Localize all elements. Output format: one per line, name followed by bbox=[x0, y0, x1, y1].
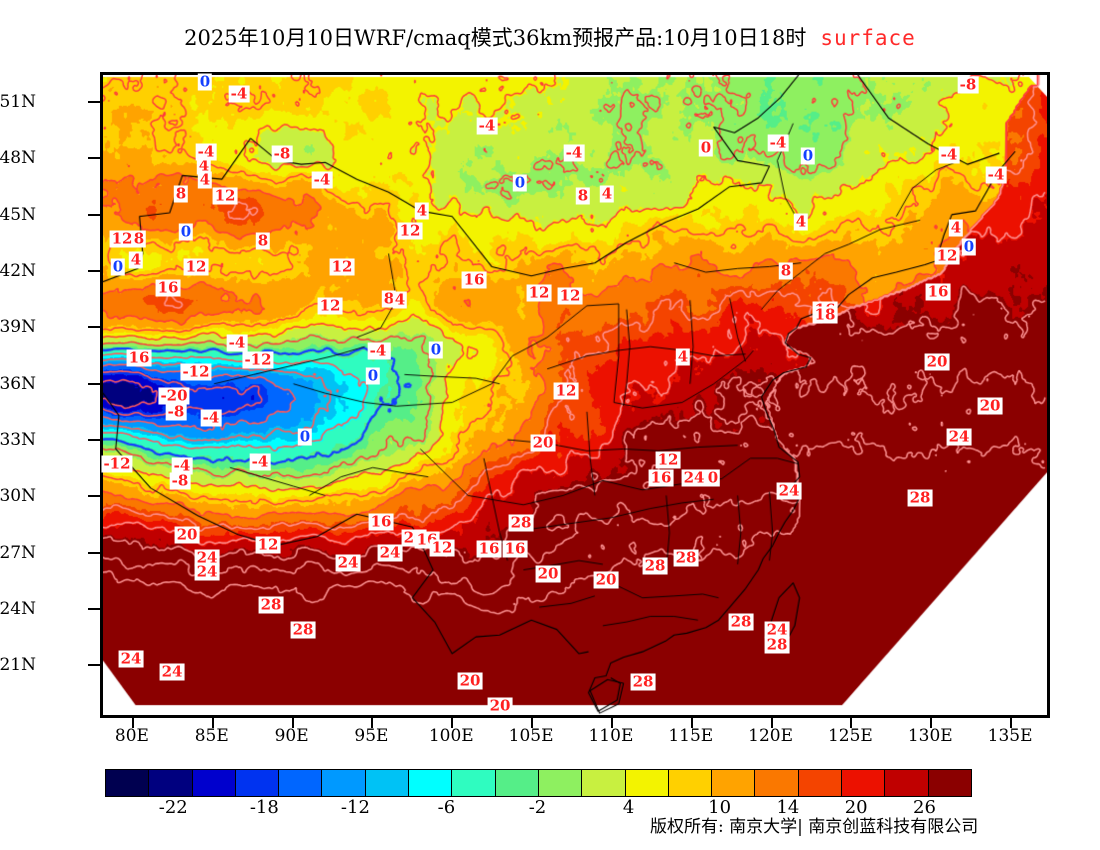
y-axis-tick-label: 45N bbox=[0, 204, 36, 225]
y-axis-tick-mark bbox=[88, 270, 100, 273]
colorbar-swatch bbox=[842, 770, 886, 796]
colorbar-swatch bbox=[365, 770, 410, 796]
colorbar-swatch bbox=[755, 770, 799, 796]
y-axis-tick-label: 48N bbox=[0, 148, 36, 169]
x-axis-tick-label: 95E bbox=[354, 726, 389, 746]
y-axis-tick-label: 51N bbox=[0, 92, 36, 113]
colorbar-swatch bbox=[106, 770, 150, 796]
x-axis-tick-mark bbox=[211, 718, 214, 728]
title-main-text: 2025年10月10日WRF/cmaq模式36km预报产品:10月10日18时 bbox=[184, 26, 807, 50]
x-axis-tick-label: 85E bbox=[194, 726, 229, 746]
y-axis-tick-mark bbox=[88, 213, 100, 216]
y-axis-tick-mark bbox=[88, 101, 100, 104]
colorbar-tick-label: 10 bbox=[708, 797, 732, 818]
y-axis-tick-mark bbox=[88, 551, 100, 554]
x-axis-tick-mark bbox=[451, 718, 454, 728]
x-axis-tick-label: 130E bbox=[907, 726, 953, 746]
colorbar-swatch bbox=[235, 770, 280, 796]
colorbar-tick-label: 4 bbox=[622, 797, 635, 818]
y-axis-tick-mark bbox=[88, 664, 100, 667]
map-plot-area bbox=[100, 72, 1050, 718]
y-axis-tick-label: 39N bbox=[0, 317, 36, 338]
y-axis-tick-mark bbox=[88, 382, 100, 385]
colorbar-tick-label: -6 bbox=[437, 797, 456, 818]
colorbar-tick-label: -12 bbox=[340, 797, 370, 818]
y-axis-tick-mark bbox=[88, 439, 100, 442]
colorbar-swatch bbox=[495, 770, 539, 796]
colorbar-tick-label: -22 bbox=[158, 797, 188, 818]
x-axis-tick-mark bbox=[770, 718, 773, 728]
colorbar-tick-label: 14 bbox=[776, 797, 800, 818]
x-axis-tick-mark bbox=[1010, 718, 1013, 728]
x-axis-tick-label: 105E bbox=[508, 726, 554, 746]
title-level-text: surface bbox=[820, 26, 916, 50]
x-axis-tick-mark bbox=[291, 718, 294, 728]
y-axis-tick-label: 27N bbox=[0, 542, 36, 563]
x-axis-tick-mark bbox=[690, 718, 693, 728]
colorbar-swatch bbox=[192, 770, 236, 796]
colorbar-tick-label: -2 bbox=[528, 797, 547, 818]
colorbar-swatch bbox=[322, 770, 366, 796]
y-axis-tick-mark bbox=[88, 495, 100, 498]
x-axis-tick-label: 125E bbox=[827, 726, 873, 746]
y-axis-tick-mark bbox=[88, 157, 100, 160]
colorbar-swatch bbox=[928, 770, 971, 796]
x-axis-tick-label: 135E bbox=[987, 726, 1033, 746]
x-axis-tick-label: 90E bbox=[274, 726, 309, 746]
temperature-colorbar bbox=[105, 769, 972, 797]
colorbar-swatch bbox=[409, 770, 453, 796]
copyright-notice: 版权所有: 南京大学| 南京创蓝科技有限公司 bbox=[650, 817, 979, 837]
colorbar-swatch bbox=[712, 770, 756, 796]
x-axis-tick-mark bbox=[610, 718, 613, 728]
x-axis-tick-mark bbox=[930, 718, 933, 728]
colorbar-swatch bbox=[538, 770, 583, 796]
colorbar-tick-label: 26 bbox=[913, 797, 936, 818]
y-axis-tick-label: 42N bbox=[0, 261, 36, 282]
colorbar-swatch bbox=[668, 770, 713, 796]
x-axis-tick-mark bbox=[131, 718, 134, 728]
colorbar-tick-label: 20 bbox=[844, 797, 868, 818]
colorbar-swatch bbox=[885, 770, 929, 796]
y-axis-tick-mark bbox=[88, 326, 100, 329]
x-axis-tick-mark bbox=[531, 718, 534, 728]
y-axis-tick-label: 30N bbox=[0, 486, 36, 507]
y-axis-tick-mark bbox=[88, 608, 100, 611]
colorbar-swatch bbox=[625, 770, 669, 796]
colorbar-swatch bbox=[798, 770, 843, 796]
y-axis-tick-label: 21N bbox=[0, 655, 36, 676]
colorbar-swatch bbox=[279, 770, 323, 796]
colorbar-swatch bbox=[452, 770, 496, 796]
x-axis-tick-label: 120E bbox=[748, 726, 794, 746]
x-axis-tick-label: 100E bbox=[428, 726, 474, 746]
x-axis-tick-label: 110E bbox=[588, 726, 634, 746]
colorbar-swatch bbox=[149, 770, 193, 796]
y-axis-tick-label: 36N bbox=[0, 373, 36, 394]
temperature-contour-map bbox=[103, 75, 1047, 715]
y-axis-tick-label: 24N bbox=[0, 599, 36, 620]
x-axis-tick-label: 115E bbox=[668, 726, 714, 746]
x-axis-tick-label: 80E bbox=[114, 726, 149, 746]
colorbar-tick-label: -18 bbox=[249, 797, 279, 818]
colorbar-swatch bbox=[582, 770, 626, 796]
x-axis-tick-mark bbox=[371, 718, 374, 728]
x-axis-tick-mark bbox=[850, 718, 853, 728]
chart-title: 2025年10月10日WRF/cmaq模式36km预报产品:10月10日18时 s… bbox=[0, 22, 1100, 52]
y-axis-tick-label: 33N bbox=[0, 430, 36, 451]
